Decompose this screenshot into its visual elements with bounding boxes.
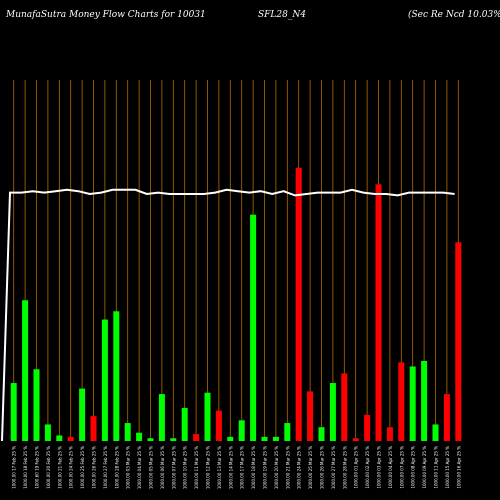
bar-up — [181, 407, 188, 441]
bar-down — [364, 414, 371, 441]
x-tick-label: 1000.00 01 Apr 25 % — [354, 446, 359, 489]
bar-down — [386, 427, 393, 441]
bar-up — [421, 360, 428, 441]
x-tick-label: 1000.00 13 Mar 25 % — [217, 446, 222, 489]
bar-up — [56, 435, 63, 441]
bar-down — [193, 434, 200, 441]
x-tick-label: 1000.00 24 Feb 25 % — [69, 446, 74, 489]
x-tick-label: 1000.00 26 Feb 25 % — [92, 446, 97, 489]
bar-down — [443, 394, 450, 441]
bar-down — [307, 391, 314, 441]
bar-up — [124, 423, 131, 441]
bars-group — [10, 167, 462, 441]
x-tick-label: 1000.00 28 Mar 25 % — [342, 446, 347, 489]
x-tick-label: 1000.00 21 Mar 25 % — [285, 446, 290, 489]
bar-up — [170, 438, 177, 441]
bar-up — [204, 392, 211, 441]
x-tick-label: 1000.00 18 Feb 25 % — [23, 446, 28, 489]
x-tick-label: 1000.00 25 Mar 25 % — [308, 446, 313, 489]
x-tick-label: 1000.00 17 Feb 25 % — [12, 446, 17, 489]
bar-down — [215, 410, 222, 441]
bar-up — [113, 311, 120, 441]
bar-up — [101, 319, 108, 441]
bar-up — [79, 388, 86, 441]
x-tick-label: 1000.00 12 Mar 25 % — [206, 446, 211, 489]
x-tick-label: 1000.00 04 Apr 25 % — [388, 446, 393, 489]
x-tick-label: 1000.00 20 Mar 25 % — [274, 446, 279, 489]
bar-down — [455, 242, 462, 441]
bar-up — [409, 366, 416, 441]
x-tick-label: 1000.00 04 Mar 25 % — [137, 446, 142, 489]
chart-title: MunafaSutra Money Flow Charts for 10031 — [6, 10, 206, 20]
price-line-group — [1, 188, 455, 442]
x-tick-label: 1000.00 20 Feb 25 % — [46, 446, 51, 489]
x-tick-label: 1000.00 15 Apr 25 % — [445, 446, 450, 489]
x-tick-label: 1000.00 06 Mar 25 % — [160, 446, 165, 489]
bar-down — [295, 167, 302, 441]
bar-up — [33, 369, 40, 441]
bar-down — [352, 438, 359, 441]
x-tick-label: 1000.00 07 Mar 25 % — [171, 446, 176, 489]
bar-up — [22, 300, 29, 441]
bar-up — [272, 436, 279, 441]
bar-up — [432, 424, 439, 441]
x-tick-labels: 1000.00 17 Feb 25 % 1000.00 18 Feb 25 % 10… — [12, 446, 462, 489]
x-tick-label: 1000.00 05 Mar 25 % — [149, 446, 154, 489]
x-tick-label: 1000.00 14 Mar 25 % — [228, 446, 233, 489]
x-tick-label: 1000.00 27 Mar 25 % — [331, 446, 336, 489]
bar-up — [227, 436, 234, 441]
x-tick-label: 1000.00 25 Feb 25 % — [80, 446, 85, 489]
bar-down — [341, 373, 348, 441]
x-tick-label: 1000.00 08 Apr 25 % — [411, 446, 416, 489]
grid-lines — [13, 80, 459, 441]
x-tick-label: 1000.00 02 Apr 25 % — [365, 446, 370, 489]
x-tick-label: 1000.00 03 Apr 25 % — [377, 446, 382, 489]
x-tick-label: 1000.00 27 Feb 25 % — [103, 446, 108, 489]
bar-up — [147, 438, 154, 441]
x-tick-label: 1000.00 07 Apr 25 % — [399, 446, 404, 489]
bar-up — [318, 427, 325, 441]
x-tick-label: 1000.00 18 Mar 25 % — [251, 446, 256, 489]
x-tick-label: 1000.00 17 Mar 25 % — [240, 446, 245, 489]
bar-down — [375, 184, 382, 441]
bar-down — [90, 416, 97, 441]
bar-down — [67, 436, 74, 441]
bar-up — [10, 383, 17, 441]
bar-up — [250, 214, 257, 441]
bar-up — [44, 424, 51, 441]
x-tick-label: 1000.00 11 Apr 25 % — [434, 446, 439, 489]
x-tick-label: 1000.00 19 Mar 25 % — [263, 446, 268, 489]
x-tick-label: 1000.60 19 Feb 25 % — [35, 446, 40, 489]
price-line — [1, 188, 455, 442]
bar-up — [136, 432, 143, 441]
bar-down — [398, 362, 405, 441]
bar-up — [284, 423, 291, 441]
x-tick-label: 1000.00 24 Mar 25 % — [297, 446, 302, 489]
bar-up — [329, 383, 336, 441]
symbol-label: SFL28_N4 — [258, 10, 306, 20]
x-tick-label: 1000.00 28 Feb 25 % — [114, 446, 119, 489]
x-tick-label: 1000.00 16 Apr 25 % — [456, 446, 461, 489]
x-tick-label: 1000.00 21 Feb 25 % — [57, 446, 62, 489]
x-tick-label: 1000.00 09 Apr 25 % — [422, 446, 427, 489]
x-tick-label: 1000.00 10 Mar 25 % — [183, 446, 188, 489]
bar-up — [261, 436, 268, 441]
x-tick-label: 1000.00 11 Mar 25 % — [194, 446, 199, 489]
x-tick-label: 1000.00 26 Mar 25 % — [320, 446, 325, 489]
x-tick-label: 1000.00 03 Mar 25 % — [126, 446, 131, 489]
bar-up — [238, 420, 245, 441]
security-description: (Sec Re Ncd 10.03% Sr I — [408, 10, 500, 20]
bar-up — [158, 394, 165, 441]
